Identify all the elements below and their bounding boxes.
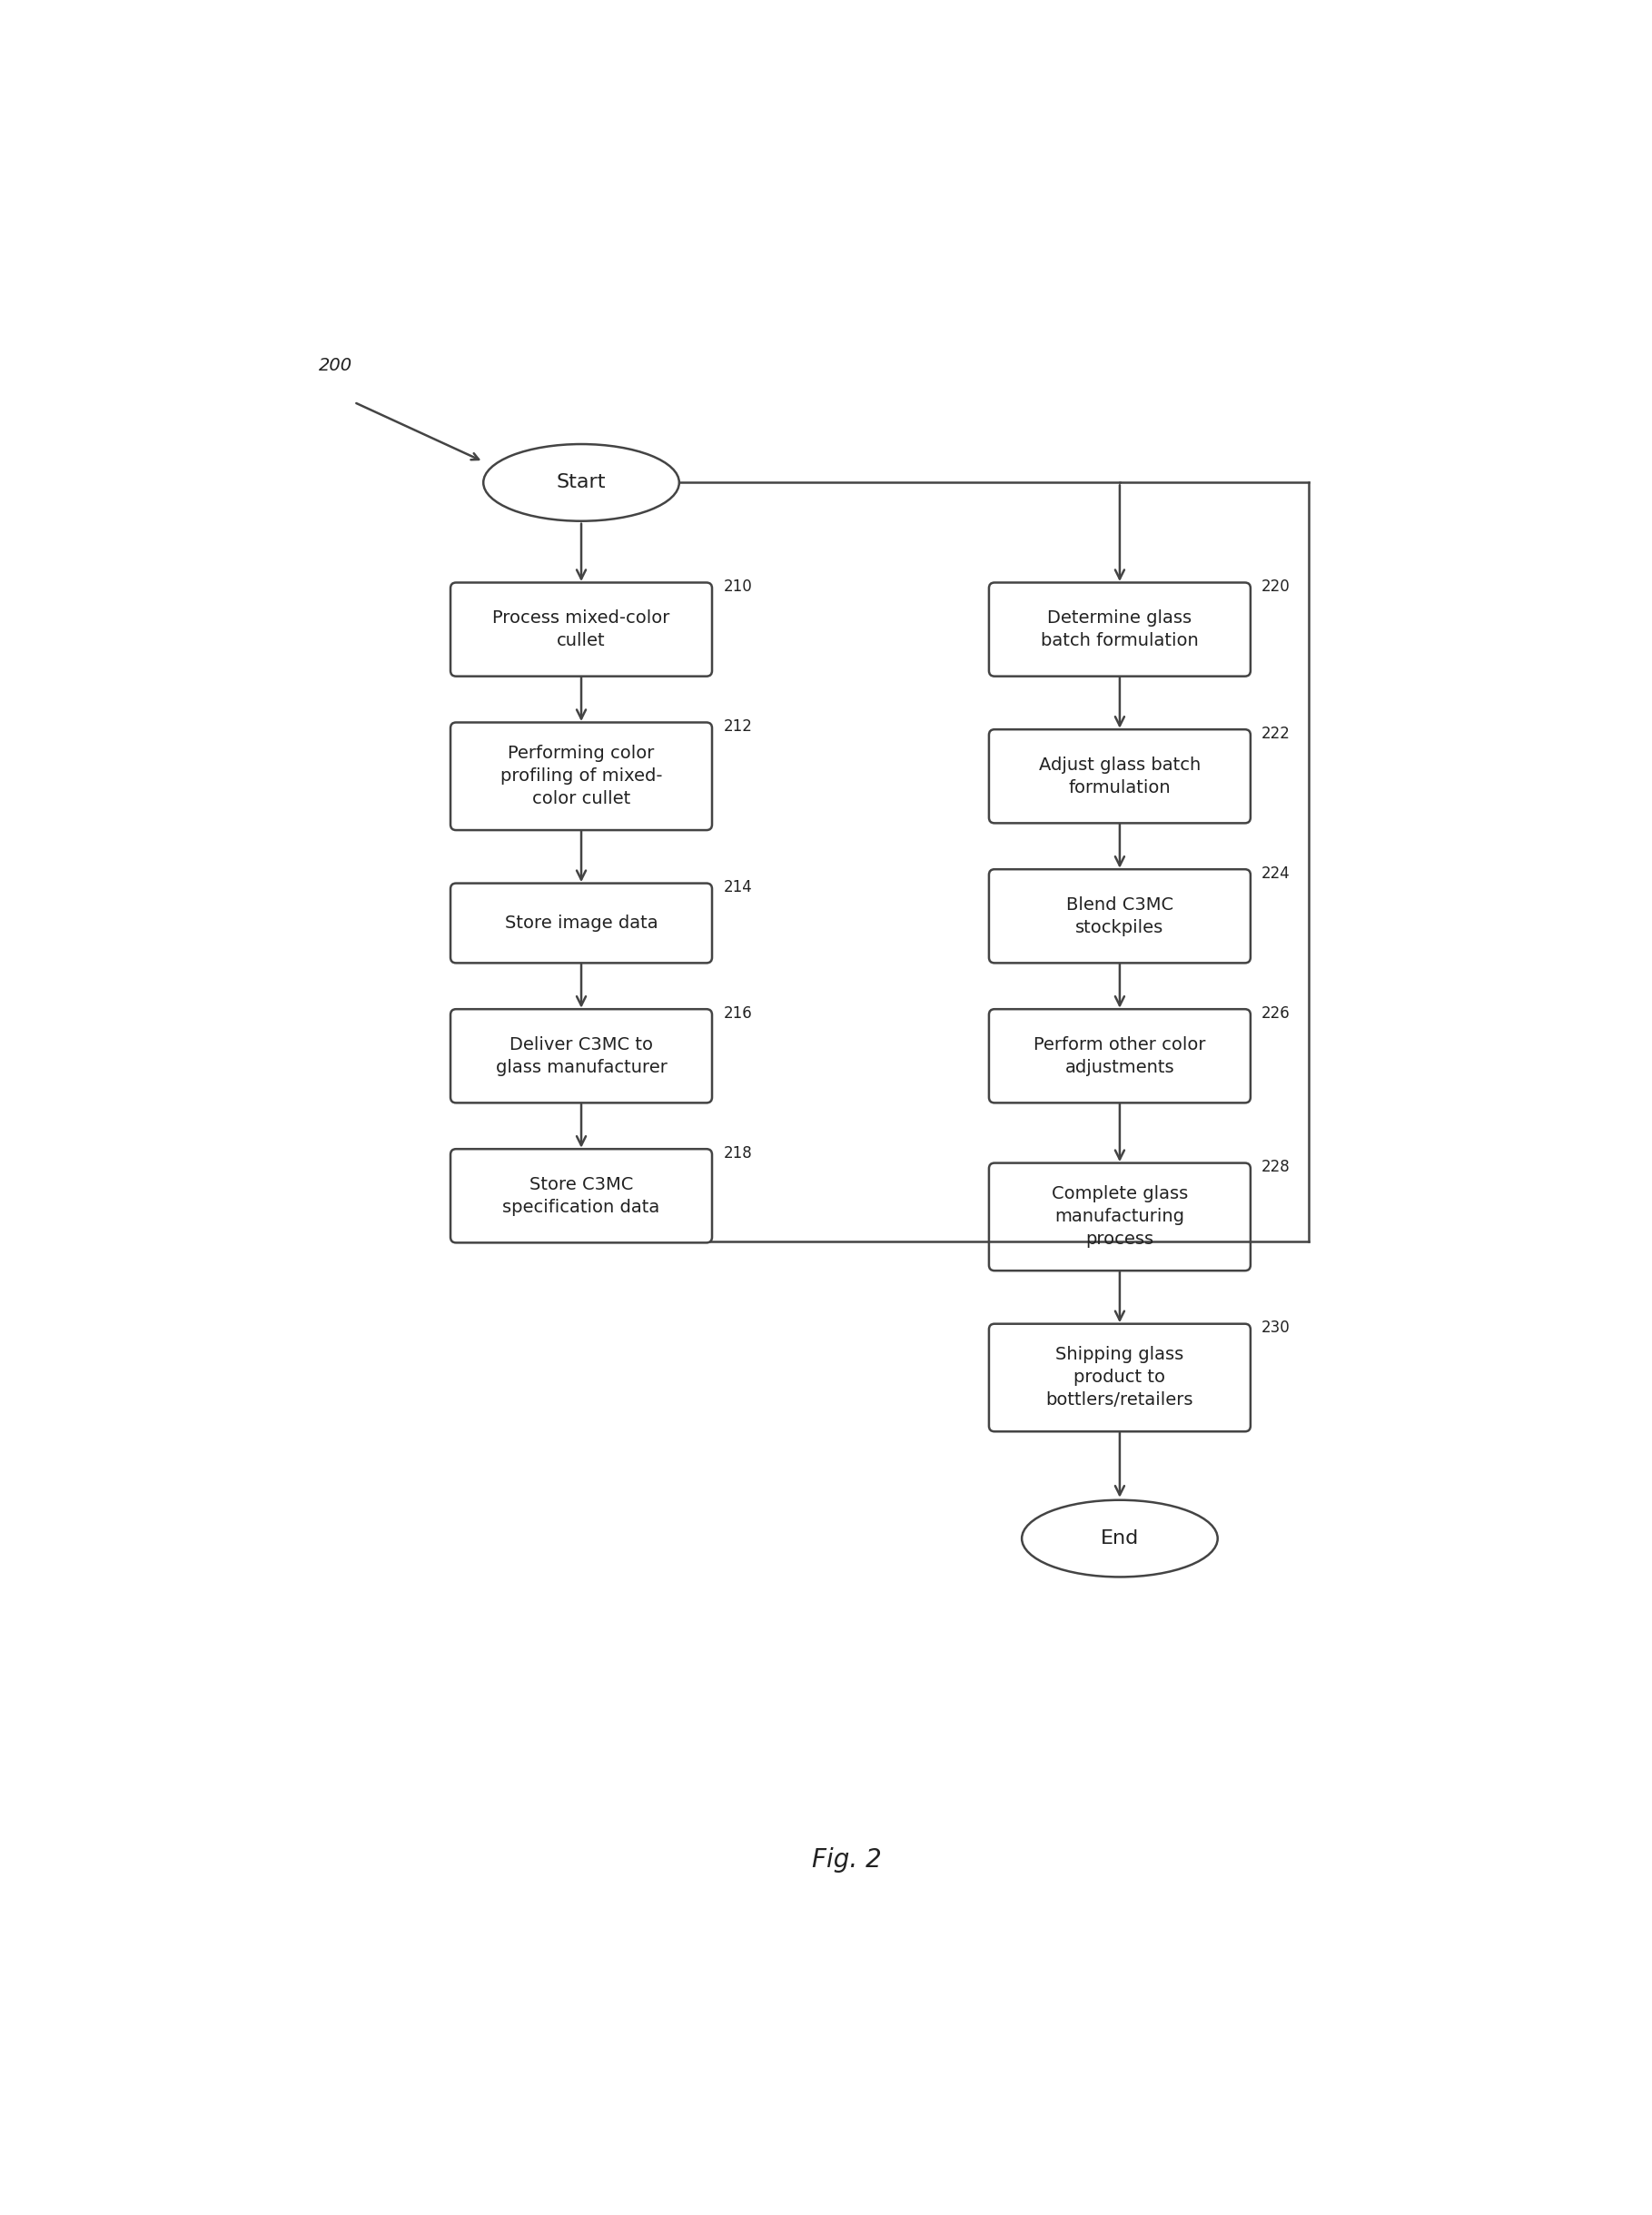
- Text: Perform other color
adjustments: Perform other color adjustments: [1034, 1037, 1206, 1076]
- Text: 212: 212: [724, 718, 752, 735]
- FancyBboxPatch shape: [990, 868, 1251, 964]
- Text: 210: 210: [724, 578, 752, 594]
- Text: Complete glass
manufacturing
process: Complete glass manufacturing process: [1052, 1185, 1188, 1249]
- Text: Store C3MC
specification data: Store C3MC specification data: [502, 1176, 659, 1216]
- FancyBboxPatch shape: [990, 729, 1251, 824]
- Text: 216: 216: [724, 1006, 752, 1021]
- Text: 228: 228: [1262, 1158, 1290, 1176]
- Text: 220: 220: [1262, 578, 1290, 594]
- Text: Adjust glass batch
formulation: Adjust glass batch formulation: [1039, 755, 1201, 795]
- FancyBboxPatch shape: [990, 1010, 1251, 1103]
- FancyBboxPatch shape: [990, 1163, 1251, 1271]
- Text: Performing color
profiling of mixed-
color cullet: Performing color profiling of mixed- col…: [501, 744, 662, 808]
- FancyBboxPatch shape: [451, 884, 712, 964]
- FancyBboxPatch shape: [451, 722, 712, 831]
- Text: Determine glass
batch formulation: Determine glass batch formulation: [1041, 609, 1199, 649]
- Ellipse shape: [1023, 1500, 1218, 1577]
- Text: 222: 222: [1262, 724, 1290, 742]
- Ellipse shape: [484, 445, 679, 521]
- Text: 214: 214: [724, 879, 752, 895]
- Text: Shipping glass
product to
bottlers/retailers: Shipping glass product to bottlers/retai…: [1046, 1347, 1193, 1409]
- Text: Process mixed-color
cullet: Process mixed-color cullet: [492, 609, 671, 649]
- Text: Start: Start: [557, 474, 606, 492]
- FancyBboxPatch shape: [451, 1010, 712, 1103]
- Text: Blend C3MC
stockpiles: Blend C3MC stockpiles: [1066, 897, 1173, 937]
- Text: 218: 218: [724, 1145, 752, 1161]
- Text: End: End: [1100, 1528, 1138, 1548]
- FancyBboxPatch shape: [451, 583, 712, 676]
- Text: 226: 226: [1262, 1006, 1290, 1021]
- Text: Fig. 2: Fig. 2: [813, 1847, 882, 1874]
- Text: Deliver C3MC to
glass manufacturer: Deliver C3MC to glass manufacturer: [496, 1037, 667, 1076]
- FancyBboxPatch shape: [451, 1150, 712, 1243]
- Text: 230: 230: [1262, 1320, 1290, 1336]
- Text: 200: 200: [319, 357, 354, 374]
- Text: 224: 224: [1262, 866, 1290, 882]
- Text: Store image data: Store image data: [506, 915, 657, 933]
- FancyBboxPatch shape: [990, 583, 1251, 676]
- FancyBboxPatch shape: [990, 1325, 1251, 1431]
